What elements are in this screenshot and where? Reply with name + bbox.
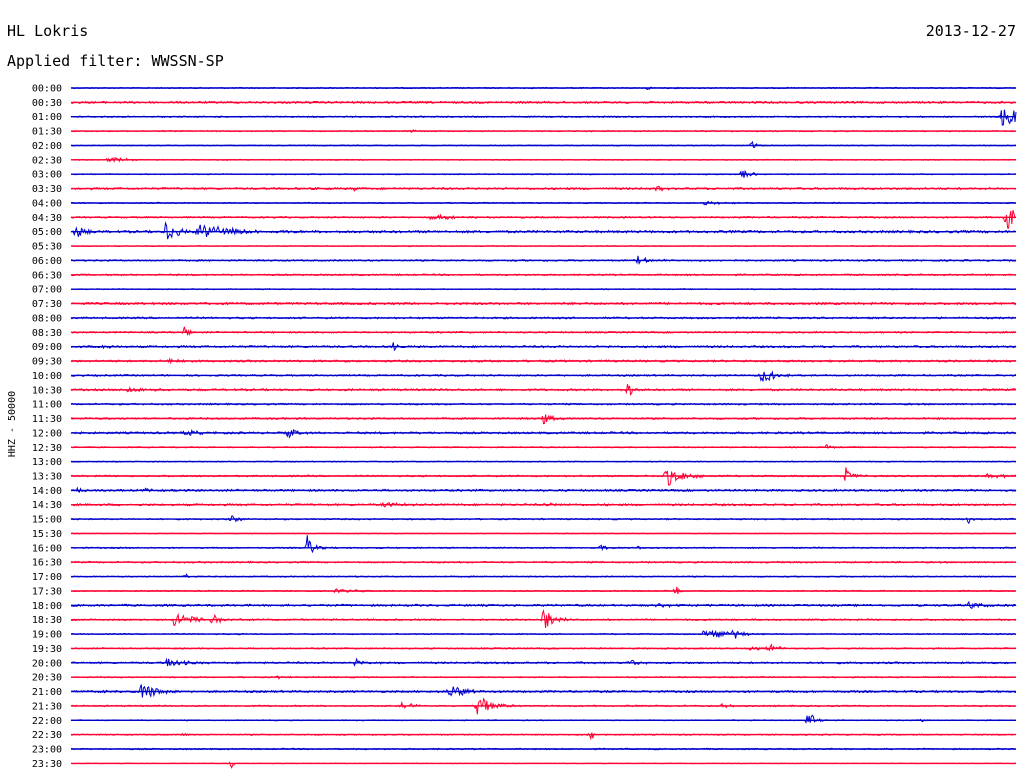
time-tick-label: 00:30 — [32, 98, 62, 109]
time-tick-label: 03:30 — [32, 184, 62, 195]
time-tick-label: 03:00 — [32, 170, 62, 181]
time-tick-label: 12:30 — [32, 443, 62, 454]
time-tick-label: 16:00 — [32, 543, 62, 554]
time-tick-label: 06:30 — [32, 270, 62, 281]
time-tick-label: 02:30 — [32, 155, 62, 166]
seismic-trace — [70, 140, 1017, 148]
time-tick-label: 06:00 — [32, 256, 62, 267]
time-tick-label: 15:00 — [32, 515, 62, 526]
seismic-trace — [70, 714, 1017, 724]
time-tick-label: 14:00 — [32, 486, 62, 497]
time-tick-label: 11:30 — [32, 414, 62, 425]
time-tick-label: 04:00 — [32, 199, 62, 210]
time-tick-label: 18:00 — [32, 601, 62, 612]
time-tick-label: 21:00 — [32, 687, 62, 698]
time-tick-label: 17:30 — [32, 587, 62, 598]
time-tick-label: 05:30 — [32, 242, 62, 253]
time-tick-label: 11:00 — [32, 400, 62, 411]
time-tick-label: 22:00 — [32, 716, 62, 727]
time-tick-label: 07:30 — [32, 299, 62, 310]
trace-group: 00:00 00:30 01:00 01:30 02:00 02:30 03:00 03:30… — [32, 84, 1017, 770]
time-tick-label: 01:00 — [32, 112, 62, 123]
time-tick-label: 16:30 — [32, 558, 62, 569]
time-tick-label: 10:00 — [32, 371, 62, 382]
seismic-trace — [70, 535, 1017, 554]
time-tick-label: 17:00 — [32, 572, 62, 583]
time-tick-label: 22:30 — [32, 730, 62, 741]
time-tick-label: 15:30 — [32, 529, 62, 540]
filter-label: Applied filter: WWSSN-SP — [7, 52, 224, 70]
time-tick-label: 14:30 — [32, 500, 62, 511]
time-tick-label: 19:30 — [32, 644, 62, 655]
time-tick-label: 21:30 — [32, 701, 62, 712]
time-tick-label: 10:30 — [32, 385, 62, 396]
time-tick-label: 09:30 — [32, 357, 62, 368]
time-tick-label: 19:00 — [32, 630, 62, 641]
time-tick-label: 23:30 — [32, 759, 62, 770]
time-tick-label: 00:00 — [32, 84, 62, 95]
seismic-trace — [70, 370, 1016, 382]
time-tick-label: 05:00 — [32, 227, 62, 238]
time-tick-label: 13:00 — [32, 457, 62, 468]
seismic-trace — [70, 326, 1017, 337]
seismic-trace — [71, 255, 1017, 265]
time-tick-label: 04:30 — [32, 213, 62, 224]
time-tick-label: 01:30 — [32, 127, 62, 138]
time-tick-label: 08:30 — [32, 328, 62, 339]
time-tick-label: 20:00 — [32, 658, 62, 669]
time-tick-label: 08:00 — [32, 313, 62, 324]
seismic-trace — [70, 210, 1017, 229]
date-label: 2013-12-27 — [926, 22, 1016, 40]
time-tick-label: 20:30 — [32, 673, 62, 684]
time-tick-label: 13:30 — [32, 472, 62, 483]
y-axis-label: HHZ - 50000 — [7, 391, 18, 457]
time-tick-label: 09:00 — [32, 342, 62, 353]
station-title: HL Lokris — [7, 22, 88, 40]
time-tick-label: 18:30 — [32, 615, 62, 626]
time-tick-label: 23:00 — [32, 745, 62, 756]
time-tick-label: 07:00 — [32, 285, 62, 296]
seismic-trace — [70, 643, 1017, 652]
time-tick-label: 02:00 — [32, 141, 62, 152]
time-tick-label: 12:00 — [32, 428, 62, 439]
seismic-trace — [70, 732, 1017, 741]
